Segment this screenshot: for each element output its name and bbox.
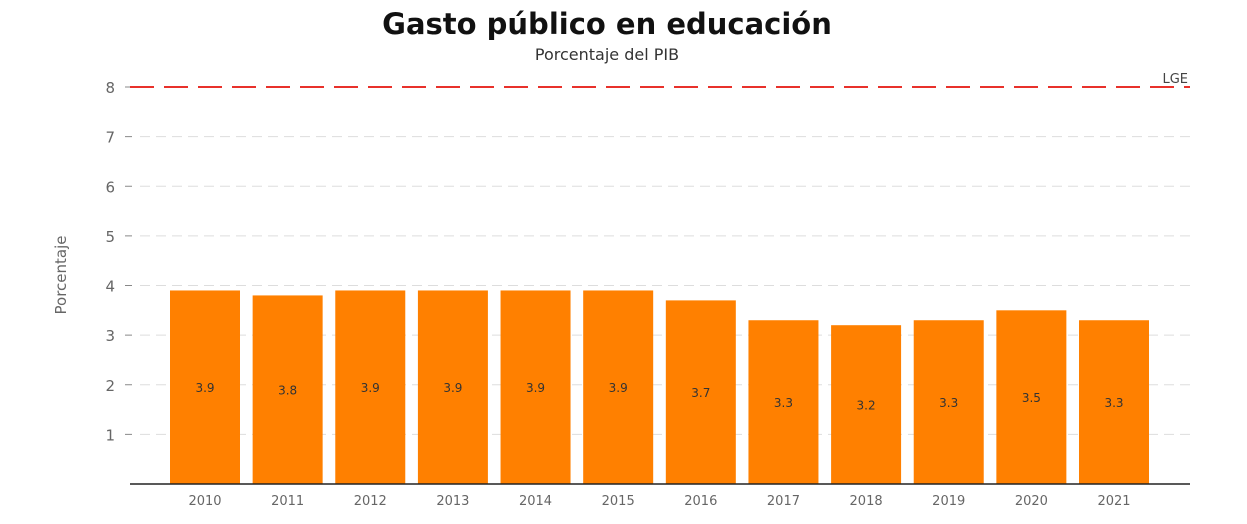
data-label-2014: 3.9 (526, 381, 545, 395)
y-tick-label-6: 6 (105, 178, 115, 196)
bar-2014 (500, 290, 571, 484)
bars-layer: 3.9 3.8 3.9 3.9 3.9 3.9 3.7 3.3 3.2 3.3 3.5 3.3 (170, 290, 1149, 484)
bar-2018 (831, 325, 902, 484)
data-label-2010: 3.9 (195, 381, 214, 395)
bar-2021 (1079, 320, 1149, 484)
bar-2013 (417, 290, 488, 484)
x-tick-label-2016: 2016 (684, 494, 717, 509)
bar-2016 (665, 300, 736, 484)
data-label-2020: 3.5 (1022, 391, 1041, 405)
bar-2019 (913, 320, 984, 484)
data-label-2013: 3.9 (443, 381, 462, 395)
x-tick-label-2012: 2012 (354, 494, 387, 509)
data-label-2012: 3.9 (361, 381, 380, 395)
chart-title: Gasto público en educación (382, 7, 832, 41)
y-tick-label-5: 5 (105, 228, 115, 246)
x-tick-label-2018: 2018 (850, 494, 883, 509)
bar-2017 (748, 320, 819, 484)
bar-2020 (996, 310, 1067, 484)
x-tick-label-2019: 2019 (932, 494, 965, 509)
x-tick-label-2021: 2021 (1097, 494, 1130, 509)
x-tick-label-2011: 2011 (271, 494, 304, 509)
y-tick-label-1: 1 (105, 426, 115, 444)
y-tick-label-4: 4 (105, 278, 115, 296)
bar-2015 (583, 290, 654, 484)
data-label-2021: 3.3 (1104, 396, 1123, 410)
y-tick-label-2: 2 (105, 377, 115, 395)
x-tick-label-2020: 2020 (1015, 494, 1048, 509)
bar-2010 (170, 290, 240, 484)
x-tick-label-2013: 2013 (436, 494, 469, 509)
x-tick-label-2015: 2015 (602, 494, 635, 509)
y-tick-label-7: 7 (105, 129, 115, 147)
data-label-2018: 3.2 (857, 399, 876, 413)
bar-2011 (252, 295, 323, 484)
bar-2012 (335, 290, 406, 484)
chart-subtitle: Porcentaje del PIB (535, 45, 679, 64)
data-label-2019: 3.3 (939, 396, 958, 410)
y-axis-label: Porcentaje (52, 236, 70, 315)
reference-line-layer: LGE (130, 72, 1190, 88)
x-tick-label-2014: 2014 (519, 494, 552, 509)
data-label-2017: 3.3 (774, 396, 793, 410)
x-tick-label-2010: 2010 (188, 494, 221, 509)
reference-line-label: LGE (1162, 72, 1188, 87)
data-label-2015: 3.9 (609, 381, 628, 395)
x-tick-label-2017: 2017 (767, 494, 800, 509)
y-tick-label-3: 3 (105, 327, 115, 345)
data-label-2016: 3.7 (691, 386, 710, 400)
axis-layer: 1 2 3 4 5 6 7 8 2010 2011 2012 2013 2014 2015 2016 2017… (105, 79, 1190, 509)
data-label-2011: 3.8 (278, 384, 297, 398)
y-tick-label-8: 8 (105, 79, 115, 97)
